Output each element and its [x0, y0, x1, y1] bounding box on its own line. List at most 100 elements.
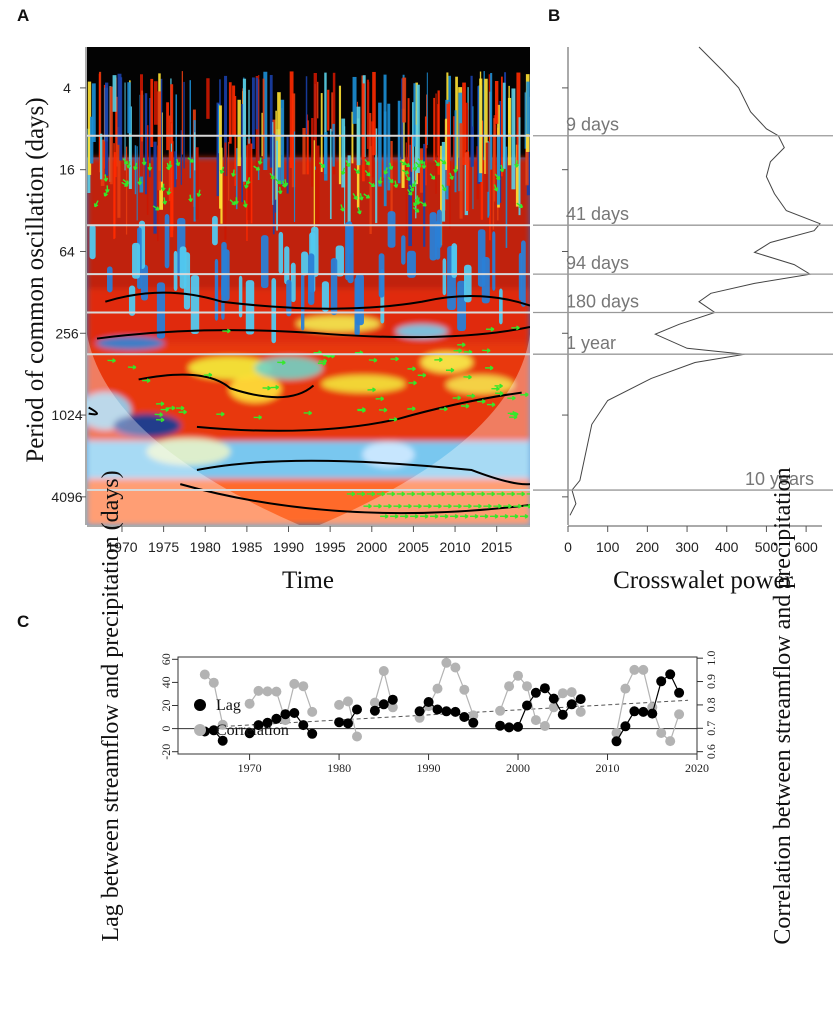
phase-arrow	[377, 176, 383, 185]
heat-streak	[496, 135, 500, 205]
correlation-point	[638, 664, 649, 675]
heat-streak	[136, 146, 138, 221]
phase-arrow	[375, 396, 385, 402]
phase-arrow	[160, 407, 170, 412]
phase-arrow	[463, 503, 472, 509]
phase-arrow	[275, 178, 282, 185]
correlation-point	[522, 681, 532, 692]
phase-arrow	[441, 184, 447, 192]
phase-arrow	[176, 405, 185, 411]
phase-arrow	[494, 383, 503, 389]
phase-arrow	[500, 513, 509, 519]
heat-streak	[484, 78, 488, 174]
lag-point	[450, 706, 461, 717]
wavelet-x-tick-label: 1995	[315, 539, 346, 555]
wavelet-y-tick-label: 1024	[51, 407, 82, 423]
heat-streak	[485, 142, 489, 192]
heat-patch	[96, 336, 165, 351]
correlation-point	[665, 736, 676, 747]
phase-arrow	[352, 193, 358, 200]
correlation-point	[307, 706, 318, 717]
phase-arrow	[340, 167, 346, 176]
heat-spike	[436, 209, 442, 249]
phase-arrow	[156, 417, 165, 423]
heat-streak	[413, 83, 416, 147]
lag-point	[432, 704, 443, 715]
phase-arrow	[499, 164, 505, 173]
correlation-point	[530, 715, 541, 726]
power-x-tick-label: 400	[715, 539, 739, 555]
phase-arrow	[122, 158, 129, 165]
heat-streak	[405, 142, 407, 237]
wavelet-x-tick-label: 1980	[190, 539, 221, 555]
heat-spike	[106, 266, 113, 293]
wavelet-x-tick-label: 2015	[481, 539, 512, 555]
phase-arrow	[281, 180, 287, 188]
ref-line-label: 10 years	[745, 469, 814, 489]
panel-letter-a: A	[17, 6, 30, 25]
contour-line	[179, 483, 530, 515]
correlation-point	[450, 662, 461, 673]
phase-arrow	[166, 187, 172, 196]
heat-streak	[455, 76, 458, 170]
heat-patch	[296, 315, 381, 332]
phase-arrow	[242, 200, 248, 208]
heat-streak	[224, 142, 227, 240]
heat-spike	[442, 258, 447, 296]
phase-arrow	[430, 513, 439, 519]
heat-streak	[242, 78, 247, 182]
heat-streak	[446, 103, 451, 186]
phase-arrow	[270, 384, 280, 390]
phase-arrow	[216, 411, 225, 417]
heat-spike	[212, 215, 218, 246]
lag-x-tick-label: 1980	[327, 761, 351, 775]
heat-streak	[175, 94, 178, 180]
heat-streak	[316, 145, 320, 246]
lag-y-tick-label: 40	[159, 676, 173, 688]
heat-streak	[362, 83, 365, 182]
correlation-point	[557, 688, 568, 699]
heat-streak	[276, 140, 278, 231]
heat-spike	[271, 278, 277, 344]
heat-streak	[407, 98, 410, 180]
lag-point	[557, 709, 568, 720]
power-x-tick-label: 600	[794, 539, 818, 555]
heat-streak	[441, 141, 446, 222]
correlation-point	[539, 721, 550, 731]
phase-arrow	[419, 201, 427, 207]
correlation-point	[548, 702, 559, 713]
wavelet-x-tick-label: 1985	[231, 539, 262, 555]
phase-arrow	[405, 174, 411, 182]
heat-streak	[490, 72, 493, 170]
lag-point	[334, 717, 345, 728]
phase-arrow	[403, 503, 412, 509]
lag-point	[423, 697, 434, 707]
phase-arrow	[513, 503, 522, 509]
heat-spike	[286, 279, 292, 317]
heat-streak	[515, 144, 520, 207]
correlation-point	[674, 709, 685, 720]
phase-arrow	[126, 161, 132, 169]
correlation-point	[378, 666, 389, 676]
phase-arrow	[440, 513, 449, 519]
heat-streak	[193, 120, 196, 222]
phase-arrow	[436, 491, 446, 497]
phase-arrow	[346, 491, 356, 497]
phase-arrow	[345, 160, 351, 168]
phase-arrow	[364, 169, 371, 177]
heat-streak	[416, 84, 420, 174]
heat-patch	[362, 441, 415, 468]
lag-point	[665, 669, 676, 680]
heat-streak	[218, 104, 220, 154]
phase-arrow	[196, 189, 202, 198]
correlation-point	[620, 683, 631, 694]
phase-arrow	[363, 503, 372, 509]
phase-arrow	[257, 157, 263, 165]
lag-y-tick-label: 60	[159, 653, 173, 665]
heat-streak	[383, 74, 387, 178]
phase-arrow	[152, 205, 160, 211]
heat-streak	[378, 102, 382, 187]
heat-streak	[219, 105, 222, 209]
heat-streak	[313, 72, 317, 167]
phase-arrow	[368, 181, 376, 188]
